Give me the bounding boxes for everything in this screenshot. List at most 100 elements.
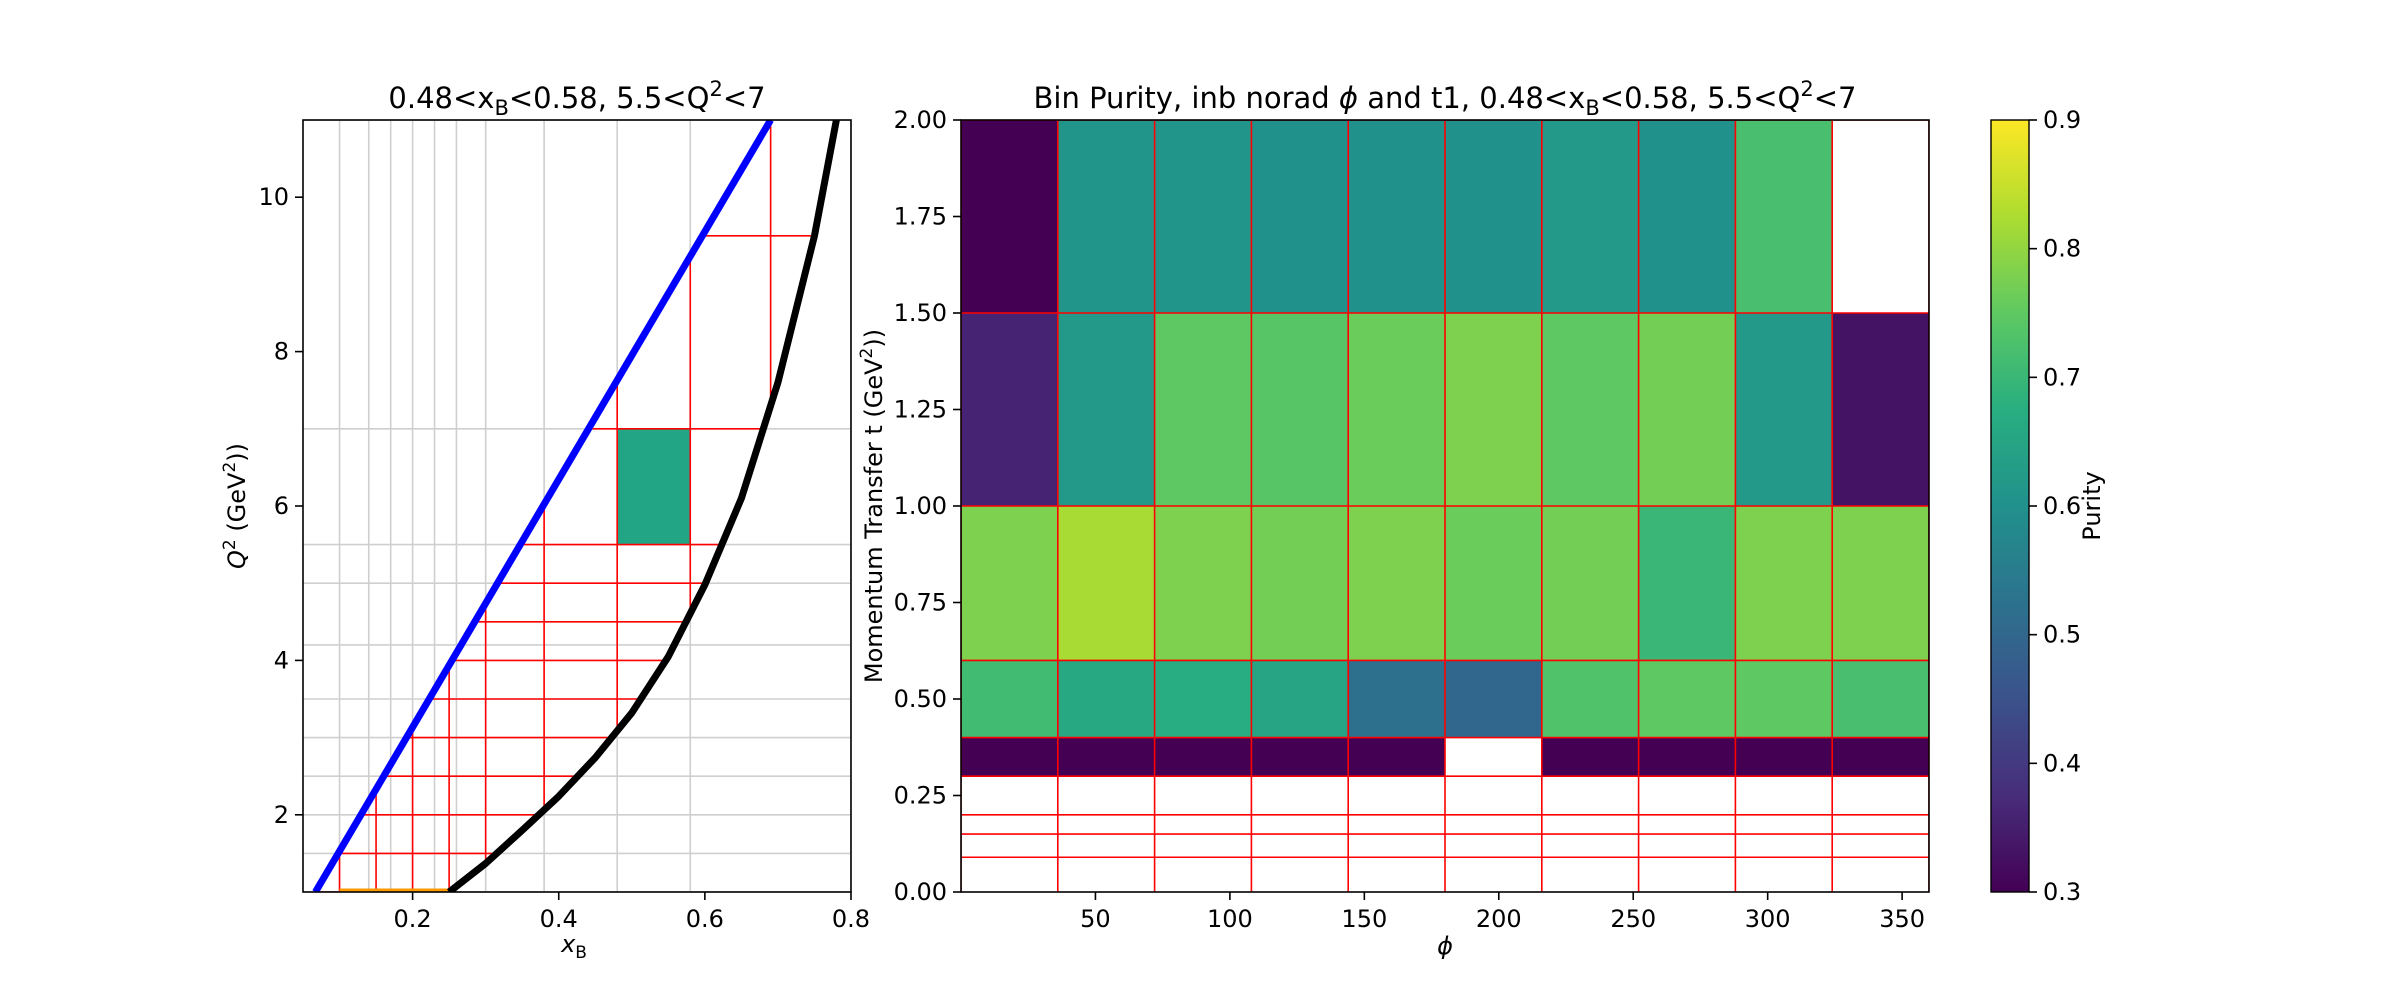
colorbar-gradient: [1990, 119, 2030, 893]
blue-boundary-line: [312, 120, 774, 892]
y-tick-label: 6: [274, 492, 289, 520]
heatmap-cell: [1735, 737, 1833, 777]
heatmap-cell: [1541, 313, 1639, 506]
colorbar-tick-label: 0.4: [2043, 749, 2081, 777]
heatmap-cell: [1251, 660, 1349, 738]
left-panel: 0.2 0.4 0.6 0.8 2 4 6 8 10 0.48<xB<0.58, 5.5<Q2<…: [220, 77, 870, 963]
heatmap-cell: [1638, 660, 1736, 738]
x-tick-label: 0.8: [832, 905, 870, 933]
colorbar: 0.3 0.4 0.5 0.6 0.7 0.8 0.9 Purity: [1990, 106, 2106, 906]
x-tick-label: 0.2: [394, 905, 432, 933]
heatmap-cell: [1154, 660, 1252, 738]
y-tick-label: 1.75: [894, 203, 947, 231]
heatmap-cells: [961, 120, 1929, 777]
left-curves: [312, 120, 840, 892]
heatmap-cell: [1251, 737, 1349, 777]
heatmap-cell: [1445, 506, 1542, 661]
x-tick-label: 50: [1080, 905, 1111, 933]
heatmap-cell: [1735, 313, 1833, 506]
right-panel: 50 100 150 200 250 300 350 0.00 0.25 0.50 0.75 1.00…: [857, 77, 1930, 960]
y-tick-label: 4: [274, 646, 289, 674]
colorbar-tick-label: 0.5: [2043, 621, 2081, 649]
colorbar-tick-label: 0.3: [2043, 878, 2081, 906]
x-tick-label: 150: [1341, 905, 1387, 933]
heatmap-cell: [961, 737, 1058, 777]
x-tick-label: 300: [1745, 905, 1791, 933]
heatmap-cell: [1348, 120, 1445, 313]
heatmap-cell: [1348, 506, 1445, 661]
heatmap-cell: [1348, 313, 1445, 506]
heatmap-cell: [1832, 506, 1929, 661]
heatmap-cell: [1832, 313, 1929, 506]
left-y-axis-label: Q2 (GeV2)): [220, 443, 251, 569]
heatmap-cell: [1541, 506, 1639, 661]
heatmap-cell: [1541, 737, 1639, 777]
heatmap-cell: [1832, 737, 1929, 777]
heatmap-cell: [1154, 120, 1252, 313]
colorbar-tick-label: 0.6: [2043, 492, 2081, 520]
heatmap-cell: [1154, 506, 1252, 661]
heatmap-cell: [961, 120, 1058, 313]
heatmap-cell: [1057, 120, 1155, 313]
selected-bin: [617, 428, 691, 545]
heatmap-cell: [1251, 506, 1349, 661]
heatmap-cell: [1638, 120, 1736, 313]
x-tick-label: 200: [1476, 905, 1522, 933]
left-title: 0.48<xB<0.58, 5.5<Q2<7: [388, 77, 765, 120]
colorbar-tick-label: 0.7: [2043, 363, 2081, 391]
heatmap-cell: [1541, 120, 1639, 313]
heatmap-cell: [1445, 660, 1542, 738]
heatmap-cell: [1348, 737, 1445, 777]
y-tick-label: 1.25: [894, 396, 947, 424]
heatmap-cell: [1832, 660, 1929, 738]
colorbar-tick-label: 0.9: [2043, 106, 2081, 134]
heatmap-cell: [1348, 660, 1445, 738]
colorbar-label: Purity: [2078, 471, 2106, 540]
y-tick-label: 1.00: [894, 492, 947, 520]
right-title: Bin Purity, inb norad ϕ and t1, 0.48<xB<…: [1034, 77, 1857, 120]
y-tick-label: 0.75: [894, 589, 947, 617]
right-y-axis-label: Momentum Transfer t (GeV2)): [857, 329, 888, 683]
y-tick-label: 10: [258, 183, 289, 211]
heatmap-cell: [1735, 660, 1833, 738]
heatmap-cell: [1251, 120, 1349, 313]
y-tick-label: 2.00: [894, 106, 947, 134]
heatmap-cell: [1154, 313, 1252, 506]
colorbar-ticks: 0.3 0.4 0.5 0.6 0.7 0.8 0.9: [2029, 106, 2081, 906]
heatmap-cell: [1638, 313, 1736, 506]
heatmap-cell: [961, 660, 1058, 738]
heatmap-cell: [1735, 506, 1833, 661]
y-tick-label: 2: [274, 801, 289, 829]
x-tick-label: 350: [1879, 905, 1925, 933]
heatmap-cell: [1638, 506, 1736, 661]
heatmap-cell: [1638, 737, 1736, 777]
heatmap-cell: [1057, 737, 1155, 777]
x-tick-label: 100: [1207, 905, 1253, 933]
x-tick-label: 0.6: [686, 905, 724, 933]
x-tick-label: 0.4: [540, 905, 578, 933]
y-tick-label: 0.25: [894, 782, 947, 810]
heatmap-cell: [961, 506, 1058, 661]
heatmap-cell: [1251, 313, 1349, 506]
right-x-axis-label: ϕ: [1437, 932, 1453, 960]
heatmap-bin-grid: [961, 120, 1929, 892]
heatmap-cell: [1445, 313, 1542, 506]
y-tick-label: 0.50: [894, 685, 947, 713]
left-ticks: 0.2 0.4 0.6 0.8 2 4 6 8 10: [258, 183, 870, 933]
x-tick-label: 250: [1610, 905, 1656, 933]
heatmap-cell: [1057, 506, 1155, 661]
heatmap-cell: [1057, 660, 1155, 738]
heatmap-cell: [1541, 660, 1639, 738]
heatmap-cell: [1154, 737, 1252, 777]
heatmap-cell: [1057, 313, 1155, 506]
left-x-axis-label: xB: [560, 930, 587, 963]
y-tick-label: 0.00: [894, 878, 947, 906]
heatmap-cell: [1445, 120, 1542, 313]
right-ticks: 50 100 150 200 250 300 350 0.00 0.25 0.50 0.75 1.00…: [894, 106, 1925, 933]
heatmap-cell: [1735, 120, 1833, 313]
black-boundary-curve: [446, 120, 840, 892]
colorbar-tick-label: 0.8: [2043, 235, 2081, 263]
y-tick-label: 1.50: [894, 299, 947, 327]
heatmap-cell: [961, 313, 1058, 506]
